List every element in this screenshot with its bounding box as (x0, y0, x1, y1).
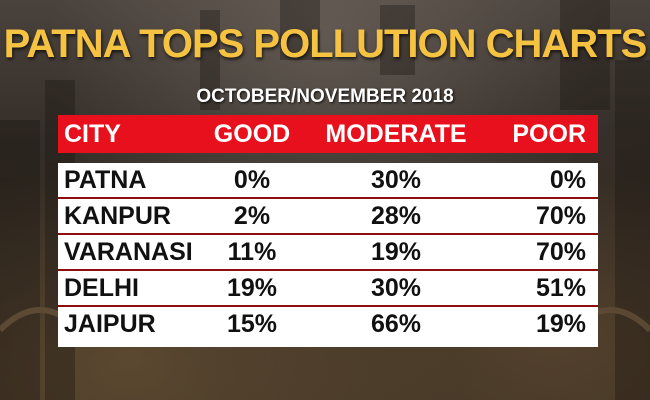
cell-moderate: 66% (370, 309, 422, 338)
cell-good: 19% (226, 273, 278, 302)
chart-title: PATNA TOPS POLLUTION CHARTS (3, 22, 648, 66)
cell-city: DELHI (64, 273, 139, 302)
cell-poor: 51% (535, 273, 586, 302)
chart-subtitle: OCTOBER/NOVEMBER 2018 (196, 86, 454, 107)
cell-moderate: 30% (370, 165, 422, 194)
table-header: CITY GOOD MODERATE POOR (58, 115, 598, 153)
header-good: GOOD (213, 119, 291, 148)
cell-city: KANPUR (64, 201, 171, 230)
cell-city: JAIPUR (64, 309, 156, 338)
header-city: CITY (64, 119, 121, 148)
table-row: JAIPUR 15% 66% 19% (58, 307, 598, 341)
table-body: PATNA 0% 30% 0% KANPUR 2% 28% 70% VARANA… (58, 163, 598, 347)
cell-moderate: 30% (370, 273, 422, 302)
table-row: DELHI 19% 30% 51% (58, 271, 598, 307)
header-poor: POOR (512, 119, 586, 148)
cell-good: 2% (233, 201, 271, 230)
pollution-table: CITY GOOD MODERATE POOR PATNA 0% 30% 0% … (58, 115, 598, 347)
cell-moderate: 28% (370, 201, 422, 230)
cell-poor: 70% (535, 237, 586, 266)
table-row: VARANASI 11% 19% 70% (58, 235, 598, 271)
cell-poor: 19% (535, 309, 586, 338)
cell-good: 11% (227, 237, 277, 266)
cell-poor: 70% (535, 201, 586, 230)
cell-good: 15% (226, 309, 278, 338)
cell-moderate: 19% (370, 237, 422, 266)
header-moderate: MODERATE (325, 119, 467, 148)
table-row: PATNA 0% 30% 0% (58, 163, 598, 199)
cell-city: PATNA (64, 165, 147, 194)
cell-poor: 0% (549, 165, 586, 194)
cell-city: VARANASI (64, 237, 193, 266)
cell-good: 0% (233, 165, 271, 194)
table-row: KANPUR 2% 28% 70% (58, 199, 598, 235)
